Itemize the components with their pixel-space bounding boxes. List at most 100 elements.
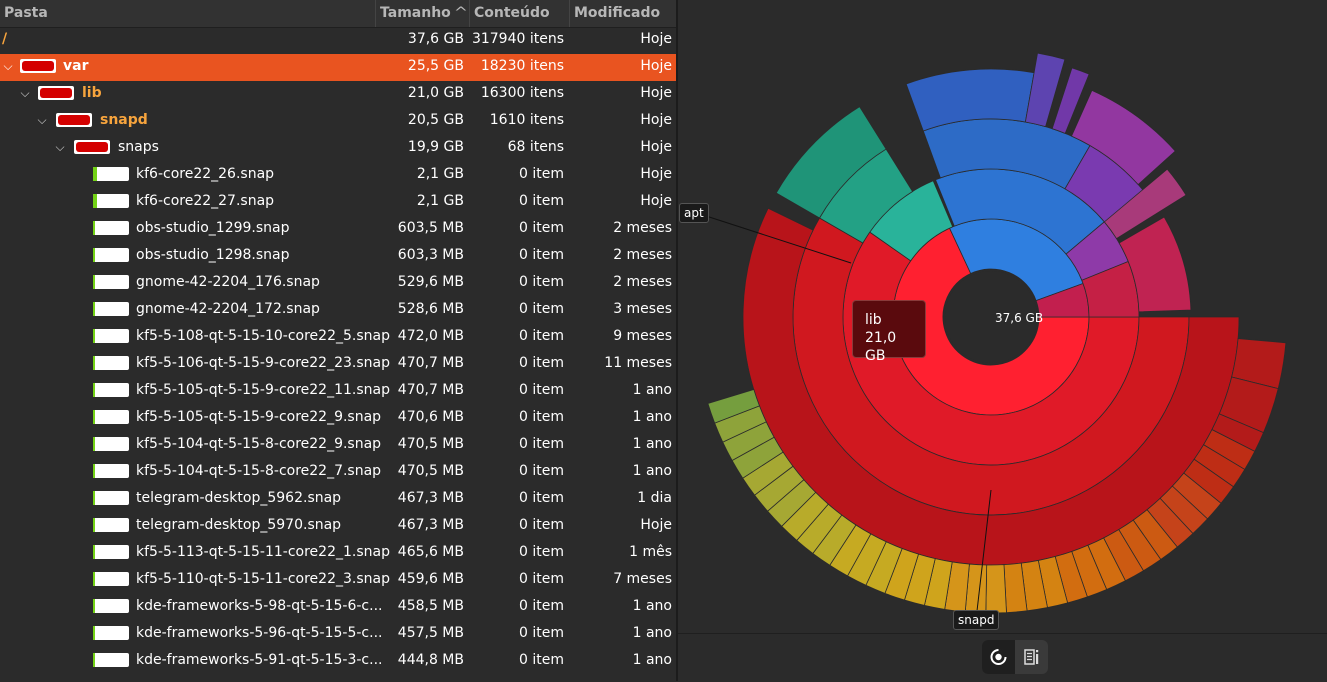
tree-row-file[interactable]: telegram-desktop_5962.snap 467,3 MB 0 item… [0, 486, 676, 513]
folder-size: 37,6 GB [407, 31, 464, 47]
usage-bar [93, 491, 129, 505]
file-size: 467,3 MB [397, 490, 464, 506]
treemap-view-button[interactable] [1015, 640, 1048, 674]
segment-spike[interactable] [1103, 168, 1187, 240]
usage-bar [93, 221, 129, 235]
ring-chart-pane: 37,6 GB lib 21,0 GB apt snapd [678, 0, 1327, 633]
segment-apt-child[interactable] [775, 106, 887, 219]
leader-line-snapd [976, 489, 992, 612]
file-name: kf5-5-108-qt-5-15-10-core22_5.snap [136, 328, 390, 344]
expander-open-icon[interactable]: ⌵ [3, 59, 13, 73]
file-size: 470,5 MB [397, 436, 464, 452]
column-header-folder[interactable]: Pasta [4, 5, 48, 21]
usage-bar [93, 626, 129, 640]
file-modified: 2 meses [613, 247, 672, 263]
file-modified: Hoje [640, 193, 672, 209]
tree-row-file[interactable]: kf5-5-104-qt-5-15-8-core22_7.snap 470,5 M… [0, 459, 676, 486]
folder-modified: Hoje [640, 112, 672, 128]
tree-row-file[interactable]: kf6-core22_26.snap 2,1 GB 0 item Hoje [0, 162, 676, 189]
ring-chart[interactable] [678, 0, 1327, 633]
usage-bar [93, 410, 129, 424]
tree-row-file[interactable]: kf5-5-108-qt-5-15-10-core22_5.snap 472,0 … [0, 324, 676, 351]
tree-row-lib[interactable]: ⌵ lib 21,0 GB 16300 itens Hoje [0, 81, 676, 108]
folder-name: lib [82, 85, 102, 101]
tree-row-snaps[interactable]: ⌵ snaps 19,9 GB 68 itens Hoje [0, 135, 676, 162]
file-item-count: 0 item [519, 490, 564, 506]
usage-bar [93, 599, 129, 613]
tree-row-file[interactable]: kde-frameworks-5-98-qt-5-15-6-c... 458,5 … [0, 594, 676, 621]
tree-row-snapd[interactable]: ⌵ snapd 20,5 GB 1610 itens Hoje [0, 108, 676, 135]
tree-row-file[interactable]: telegram-desktop_5970.snap 467,3 MB 0 item… [0, 513, 676, 540]
tree-row-file[interactable]: kde-frameworks-5-91-qt-5-15-3-c... 444,8 … [0, 648, 676, 675]
file-item-count: 0 item [519, 355, 564, 371]
file-item-count: 0 item [519, 652, 564, 668]
segment-spike[interactable] [1118, 216, 1192, 313]
file-modified: 1 mês [629, 544, 672, 560]
file-name: obs-studio_1299.snap [136, 220, 290, 236]
file-name: kf5-5-105-qt-5-15-9-core22_11.snap [136, 382, 390, 398]
usage-bar [93, 194, 129, 208]
tree-row-file[interactable]: kf5-5-105-qt-5-15-9-core22_11.snap 470,7 … [0, 378, 676, 405]
folder-item-count: 1610 itens [489, 112, 564, 128]
file-size: 603,5 MB [397, 220, 464, 236]
file-modified: 2 meses [613, 274, 672, 290]
folder-name: snaps [118, 139, 159, 155]
usage-bar [20, 59, 56, 73]
tree-row-file[interactable]: kf5-5-110-qt-5-15-11-core22_3.snap 459,6 … [0, 567, 676, 594]
segment-spike[interactable] [1071, 89, 1176, 186]
tree-row-file[interactable]: kf5-5-104-qt-5-15-8-core22_9.snap 470,5 M… [0, 432, 676, 459]
file-name: gnome-42-2204_176.snap [136, 274, 320, 290]
tree-row-file[interactable]: gnome-42-2204_172.snap 528,6 MB 0 item 3 me… [0, 297, 676, 324]
ring-center[interactable] [945, 271, 1037, 363]
usage-bar [93, 383, 129, 397]
hover-tooltip: lib 21,0 GB [852, 300, 926, 364]
treemap-chart-icon [1024, 649, 1039, 665]
tree-row-file[interactable]: kf6-core22_27.snap 2,1 GB 0 item Hoje [0, 189, 676, 216]
expander-open-icon[interactable]: ⌵ [37, 113, 47, 127]
tree-row-file[interactable]: kf5-5-113-qt-5-15-11-core22_1.snap 465,6 … [0, 540, 676, 567]
folder-size: 21,0 GB [407, 85, 464, 101]
column-header-contents[interactable]: Conteúdo [469, 0, 569, 27]
ring-chart-view-button[interactable] [982, 640, 1015, 674]
folder-tree: / 37,6 GB 317940 itens Hoje ⌵ var 25,5 G… [0, 27, 676, 675]
file-name: kde-frameworks-5-96-qt-5-15-5-c... [136, 625, 383, 641]
segment-snap-file[interactable] [707, 389, 760, 424]
file-name: kf6-core22_27.snap [136, 193, 275, 209]
file-size: 529,6 MB [397, 274, 464, 290]
usage-bar [93, 464, 129, 478]
folder-item-count: 317940 itens [471, 31, 564, 47]
usage-bar [93, 545, 129, 559]
segment-snap-file[interactable] [985, 564, 1007, 614]
file-item-count: 0 item [519, 328, 564, 344]
tree-row-var[interactable]: ⌵ var 25,5 GB 18230 itens Hoje [0, 54, 676, 81]
file-item-count: 0 item [519, 517, 564, 533]
column-header-size[interactable]: Tamanho ^ [375, 0, 469, 27]
segment-spike[interactable] [1024, 52, 1066, 128]
expander-open-icon[interactable]: ⌵ [55, 140, 65, 154]
tree-row-file[interactable]: gnome-42-2204_176.snap 529,6 MB 0 item 2 me… [0, 270, 676, 297]
tree-row-file[interactable]: kf5-5-105-qt-5-15-9-core22_9.snap 470,6 M… [0, 405, 676, 432]
column-header: Pasta Tamanho ^ Conteúdo Modificado [0, 0, 676, 28]
sort-ascending-icon: ^ [453, 5, 468, 21]
column-header-modified[interactable]: Modificado [569, 0, 676, 27]
pane-divider[interactable] [676, 0, 678, 681]
file-size: 470,7 MB [397, 355, 464, 371]
file-size: 528,6 MB [397, 301, 464, 317]
folder-modified: Hoje [640, 85, 672, 101]
file-size: 2,1 GB [416, 166, 464, 182]
tree-row-file[interactable]: obs-studio_1298.snap 603,3 MB 0 item 2 mese… [0, 243, 676, 270]
file-name: kf5-5-113-qt-5-15-11-core22_1.snap [136, 544, 390, 560]
file-size: 459,6 MB [397, 571, 464, 587]
file-name: gnome-42-2204_172.snap [136, 301, 320, 317]
file-modified: 9 meses [613, 328, 672, 344]
tree-row-file[interactable]: obs-studio_1299.snap 603,5 MB 0 item 2 mese… [0, 216, 676, 243]
file-modified: 7 meses [613, 571, 672, 587]
tree-row-file[interactable]: kf5-5-106-qt-5-15-9-core22_23.snap 470,7 … [0, 351, 676, 378]
file-size: 467,3 MB [397, 517, 464, 533]
file-item-count: 0 item [519, 598, 564, 614]
segment-spike[interactable] [1051, 67, 1090, 134]
tree-row-file[interactable]: kde-frameworks-5-96-qt-5-15-5-c... 457,5 … [0, 621, 676, 648]
tree-row-root[interactable]: / 37,6 GB 317940 itens Hoje [0, 27, 676, 54]
file-size: 458,5 MB [397, 598, 464, 614]
expander-open-icon[interactable]: ⌵ [20, 86, 30, 100]
